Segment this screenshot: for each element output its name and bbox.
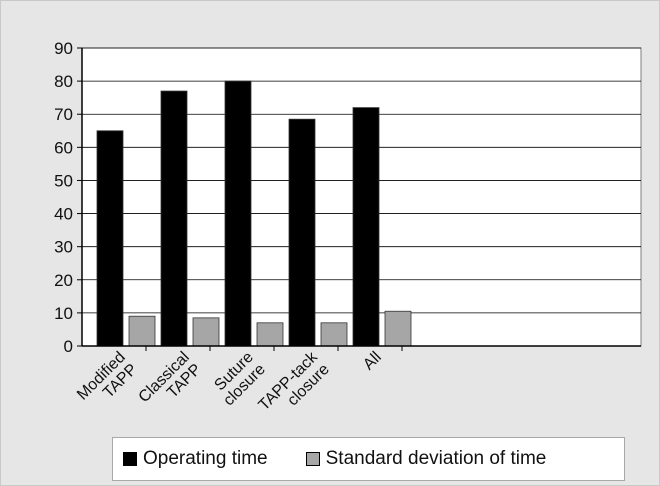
bar-operating-time-4 <box>352 107 380 347</box>
bar-operating-time-0 <box>96 130 124 347</box>
legend-item-standard-deviation: Standard deviation of time <box>305 448 547 470</box>
legend-swatch-operating-time <box>123 452 137 466</box>
y-tick-label-70: 70 <box>54 105 73 124</box>
y-tick-label-30: 30 <box>54 238 73 257</box>
legend-swatch-standard-deviation <box>305 452 320 466</box>
y-tick-label-20: 20 <box>54 271 73 290</box>
y-tick-label-80: 80 <box>54 72 73 91</box>
x-tick-label-4: All <box>360 349 385 374</box>
bar-std-dev-2 <box>256 322 284 347</box>
y-tick-label-90: 90 <box>54 39 73 58</box>
y-tick-label-60: 60 <box>54 138 73 157</box>
y-tick-label-10: 10 <box>54 304 73 323</box>
bar-std-dev-4 <box>384 310 412 347</box>
legend-item-operating-time: Operating time <box>123 448 268 470</box>
y-tick-label-0: 0 <box>64 337 73 356</box>
x-tick-label-3: TAPP-tackclosure <box>256 348 334 426</box>
legend-label-operating-time: Operating time <box>143 448 268 469</box>
legend-label-standard-deviation: Standard deviation of time <box>325 448 547 469</box>
bar-std-dev-1 <box>192 317 220 347</box>
bar-operating-time-2 <box>224 80 252 347</box>
bar-chart: 0 10 20 30 40 50 60 70 80 90 ModifiedTAPPClassica… <box>54 39 642 426</box>
bar-std-dev-0 <box>128 315 156 347</box>
bar-std-dev-3 <box>320 322 348 347</box>
x-tick-label-1: ClassicalTAPP <box>136 349 205 418</box>
y-tick-label-40: 40 <box>54 205 73 224</box>
bar-operating-time-1 <box>160 90 188 347</box>
bars <box>96 80 412 347</box>
legend: Operating time Standard deviation of tim… <box>112 437 625 481</box>
y-tick-label-50: 50 <box>54 171 73 190</box>
x-tick-label-0: ModifiedTAPP <box>74 349 141 416</box>
bar-operating-time-3 <box>288 118 316 347</box>
y-axis-ticks: 0 10 20 30 40 50 60 70 80 90 <box>54 39 82 356</box>
